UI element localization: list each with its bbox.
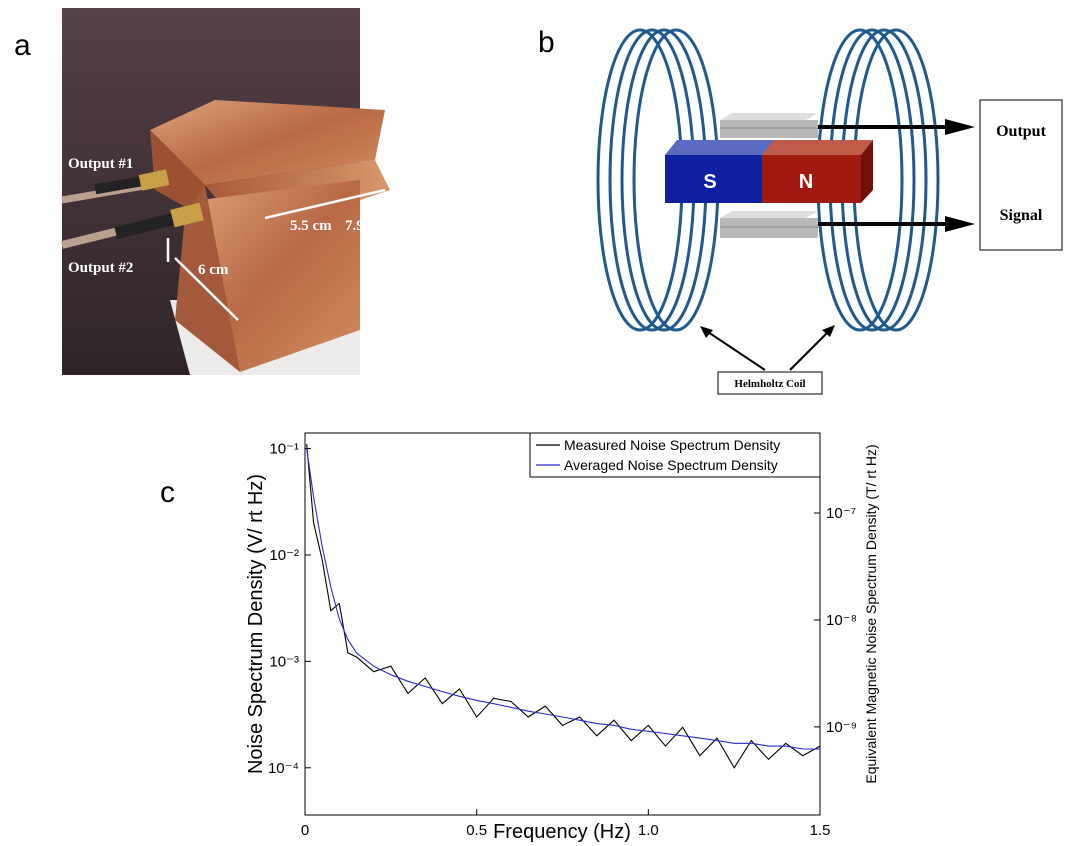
legend-label: Averaged Noise Spectrum Density [564,457,778,473]
x-tick-label: 0.5 [466,822,487,839]
x-tick-label: 1.0 [638,822,659,839]
y-tick-label: 10⁻⁴ [268,760,299,777]
y2-tick-label: 10⁻⁷ [826,505,856,522]
legend-box [529,432,821,478]
coil-box [717,371,823,395]
y-tick-label: 10⁻¹ [269,441,299,458]
legend-label: Measured Noise Spectrum Density [564,437,780,453]
panel-label: c [160,476,175,509]
pole-label: S [703,171,716,193]
x-tick-label: 1.5 [810,822,831,839]
pole-label: N [799,171,813,193]
panel-label: b [538,26,555,59]
photo-label: 6 cm [198,262,229,278]
y2-tick-label: 10⁻⁸ [826,612,857,629]
x-tick-label: 0 [301,822,309,839]
output-label: Signal [1000,207,1043,224]
photo-label: Output #1 [68,156,133,172]
series-line [306,448,820,750]
y-tick-label: 10⁻³ [269,653,299,670]
y-tick-label: 10⁻² [269,547,299,564]
photo: Output #1 Output #2 5.5 cm 7.9 cm 6 cm [61,8,412,375]
arrows [700,119,975,371]
photo-label: Output #2 [68,260,133,276]
x-axis-title: Frequency (Hz) [493,821,631,843]
series-line [306,444,821,769]
plot: 0 0.5 1.0 1.5 10⁻⁴ 10⁻³ 10⁻² 10⁻¹ 10⁻⁹ 10⁻⁸ 10⁻⁷ Me… [268,432,857,839]
y2-tick-label: 10⁻⁹ [826,719,857,736]
y2-axis-title: Equivalent Magnetic Noise Spectrum Densi… [863,444,879,783]
coil-label: Helmholtz Coil [734,378,805,390]
y-axis-title: Noise Spectrum Density (V/ rt Hz) [245,474,267,774]
panel-label: a [14,29,31,62]
output-box [979,99,1063,251]
photo-label: 5.5 cm [290,218,332,234]
plot-frame [304,432,821,816]
magnet: S N [665,113,873,238]
photo-label: 7.9 cm [345,218,387,234]
output-label: Output [996,123,1046,140]
